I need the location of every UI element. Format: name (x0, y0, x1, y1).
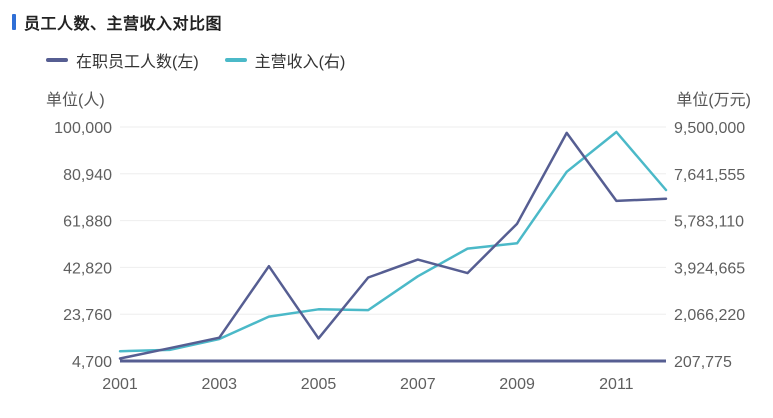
legend-label-revenue: 主营收入(右) (254, 54, 346, 71)
right-axis-unit: 单位(万元) (676, 92, 751, 109)
left-axis-tick-label: 42,820 (63, 260, 112, 277)
right-axis-tick-label: 2,066,220 (674, 307, 745, 324)
chart-title: 员工人数、主营收入对比图 (24, 16, 223, 33)
x-axis-ticks: 2001 2003 2005 2007 2009 2011 (102, 376, 633, 393)
left-axis-ticks: 4,700 23,760 42,820 61,880 80,940 100,000 (54, 120, 112, 371)
right-axis-tick-label: 5,783,110 (674, 214, 744, 231)
right-axis-ticks: 207,775 2,066,220 3,924,665 5,783,110 7,641,… (674, 120, 745, 371)
legend-label-employees: 在职员工人数(左) (76, 54, 199, 71)
series-line-employees (118, 131, 668, 360)
left-axis-tick-label: 23,760 (63, 307, 112, 324)
legend-item-revenue[interactable]: 主营收入(右) (224, 48, 346, 72)
x-axis-tick-label: 2007 (400, 376, 436, 393)
right-axis-tick-label: 7,641,555 (674, 167, 745, 184)
x-axis-tick-label: 2003 (201, 376, 237, 393)
legend-swatch-revenue (224, 58, 247, 62)
series-lines (118, 130, 668, 360)
left-axis-unit: 单位(人) (46, 92, 105, 109)
legend-swatch-employees (46, 58, 68, 62)
right-axis-tick-label: 9,500,000 (674, 120, 745, 137)
left-axis-tick-label: 80,940 (63, 167, 112, 184)
chart-title-bar: 员工人数、主营收入对比图 (12, 11, 222, 33)
left-axis-tick-label: 61,880 (63, 214, 112, 231)
series-line-revenue (118, 130, 668, 353)
left-axis-tick-label: 4,700 (72, 354, 112, 371)
chart-legend: 在职员工人数(左) 主营收入(右) (46, 48, 371, 72)
left-axis-tick-label: 100,000 (54, 120, 112, 137)
x-axis-tick-label: 2011 (599, 376, 634, 393)
x-axis-tick-label: 2005 (301, 376, 337, 393)
x-axis-tick-label: 2009 (499, 376, 535, 393)
right-axis-tick-label: 3,924,665 (674, 260, 745, 277)
legend-item-employees[interactable]: 在职员工人数(左) (46, 48, 199, 72)
x-axis-tick-label: 2001 (102, 376, 138, 393)
title-accent-bar (12, 14, 16, 30)
gridlines (120, 126, 666, 363)
right-axis-tick-label: 207,775 (674, 354, 732, 371)
